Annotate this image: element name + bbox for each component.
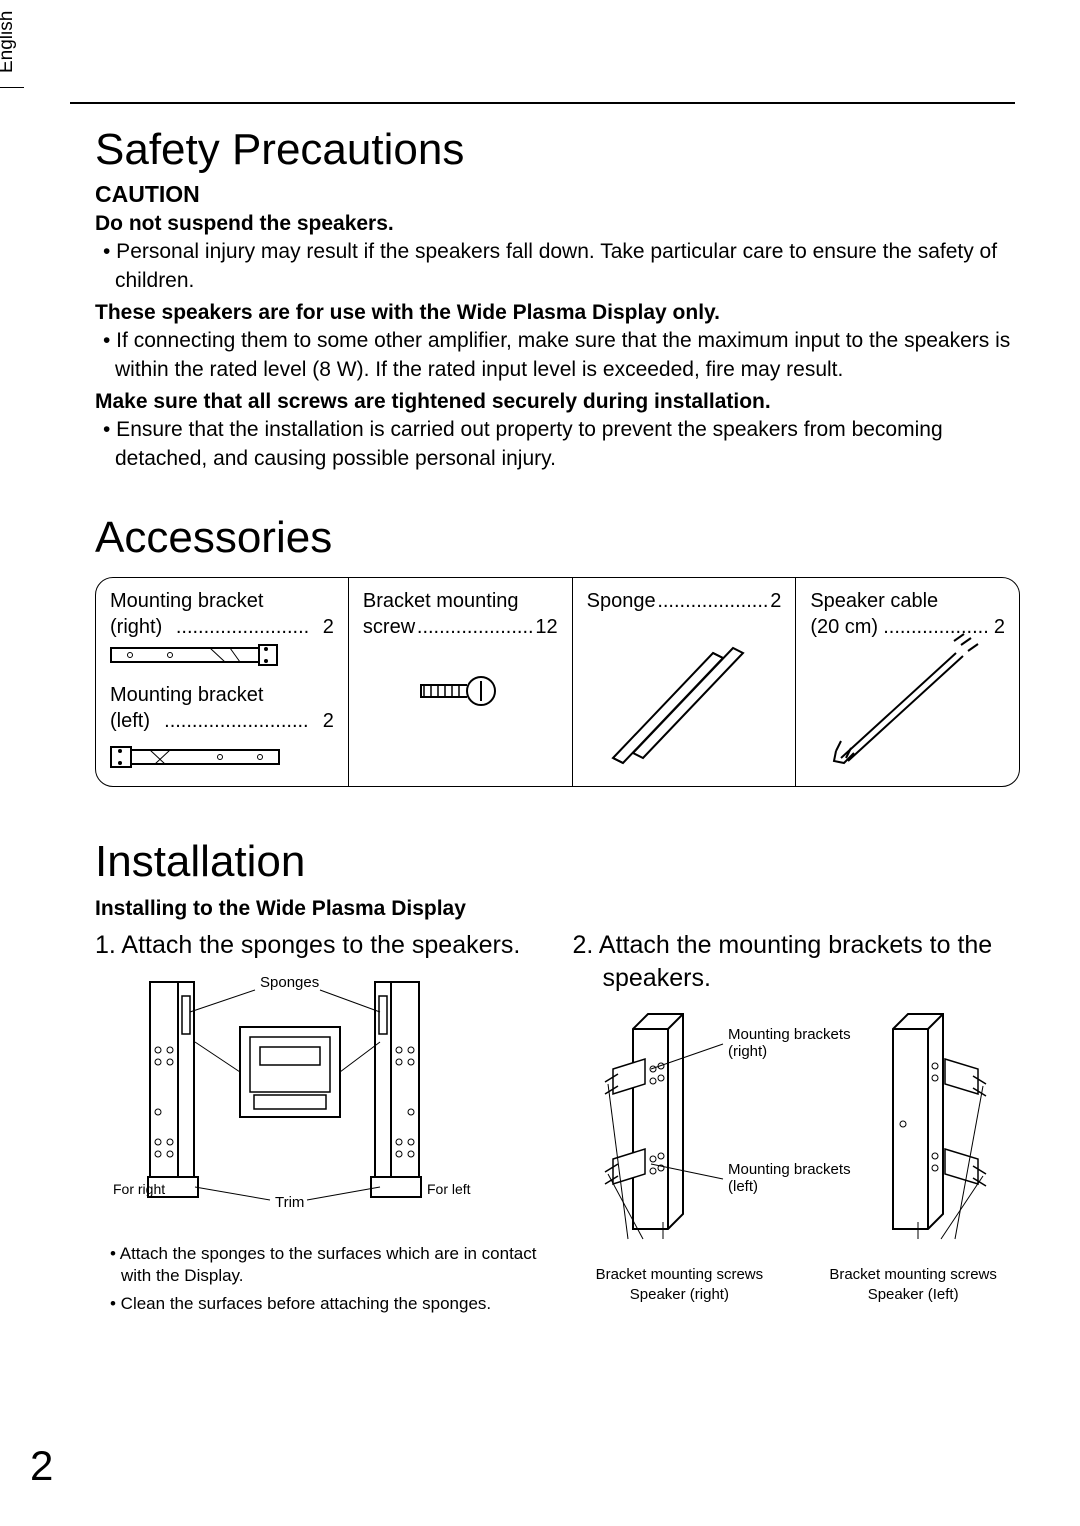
step1-note2: • Clean the surfaces before attaching th… (95, 1293, 543, 1315)
sponge-label: Sponge (587, 588, 656, 614)
warn1-body: • Personal injury may result if the spea… (95, 238, 1020, 295)
speaker-left-label: Speaker (Ieft) (806, 1285, 1020, 1305)
for-right-label: For right (113, 1181, 165, 1197)
acc-cell-sponge: Sponge .................... 2 (573, 578, 797, 786)
acc-cell-screws: Bracket mounting screw .................… (349, 578, 573, 786)
installation-section: Installation Installing to the Wide Plas… (95, 837, 1020, 1315)
bracket-right-qty: 2 (323, 614, 334, 640)
bracket-left-label: Mounting bracket (110, 684, 263, 706)
screw-sub: screw (363, 614, 415, 640)
accessories-box: Mounting bracket (right) ...............… (95, 577, 1020, 787)
screw-qty: 12 (535, 614, 557, 640)
page-number: 2 (30, 1442, 53, 1490)
caution-heading: CAUTION (95, 181, 1020, 208)
sponge-icon (603, 633, 758, 773)
step1-col: 1. Attach the sponges to the speakers. (95, 929, 543, 1315)
warn3-title: Make sure that all screws are tightened … (95, 388, 1020, 416)
safety-section: Safety Precautions CAUTION Do not suspen… (95, 125, 1020, 473)
bracket-left-qty: 2 (323, 708, 334, 734)
screw-icon (409, 673, 499, 709)
step2-col: 2. Attach the mounting brackets to the s… (573, 929, 1021, 1315)
screws-label-right: Bracket mounting screws (806, 1265, 1020, 1285)
acc-cell-cable: Speaker cable (20 cm) ..................… (796, 578, 1019, 786)
warn2-title: These speakers are for use with the Wide… (95, 299, 1020, 327)
screws-label-left: Bracket mounting screws (573, 1265, 787, 1285)
bracket-left-icon (110, 746, 280, 774)
installation-subtitle: Installing to the Wide Plasma Display (95, 897, 1020, 921)
bracket-right-sub: (right) (110, 614, 162, 640)
warn1-title: Do not suspend the speakers. (95, 210, 1020, 238)
installation-title: Installation (95, 837, 1020, 887)
accessories-section: Accessories Mounting bracket (right) ...… (95, 513, 1020, 787)
for-left-label: For left (427, 1181, 471, 1197)
accessories-title: Accessories (95, 513, 1020, 563)
sponge-qty: 2 (770, 588, 781, 614)
bracket-right-label: Mounting bracket (110, 590, 263, 612)
step1-diagram: For right For (95, 972, 505, 1232)
sponges-label: Sponges (260, 974, 319, 991)
step2-text: 2. Attach the mounting brackets to the s… (573, 929, 1021, 994)
top-divider (70, 102, 1015, 104)
bracket-right-icon (110, 644, 280, 672)
warn2-body: • If connecting them to some other ampli… (95, 327, 1020, 384)
speaker-right-label: Speaker (right) (573, 1285, 787, 1305)
trim-label: Trim (275, 1194, 304, 1211)
svg-text:(left): (left) (728, 1178, 758, 1195)
step2-diagram: Mounting brackets (right) Mounting brack… (573, 1004, 1013, 1264)
page-content: Safety Precautions CAUTION Do not suspen… (95, 125, 1020, 1315)
step1-note1: • Attach the sponges to the surfaces whi… (95, 1243, 543, 1287)
warn3-body: • Ensure that the installation is carrie… (95, 416, 1020, 473)
cable-icon (826, 633, 986, 773)
cable-qty: 2 (994, 614, 1005, 640)
cable-label: Speaker cable (810, 590, 938, 612)
svg-text:(right): (right) (728, 1043, 767, 1060)
svg-text:Mounting brackets: Mounting brackets (728, 1161, 851, 1178)
bracket-left-sub: (left) (110, 708, 150, 734)
step1-text: 1. Attach the sponges to the speakers. (95, 929, 543, 962)
language-tab: English (0, 0, 24, 88)
safety-title: Safety Precautions (95, 125, 1020, 175)
acc-cell-brackets: Mounting bracket (right) ...............… (96, 578, 349, 786)
screw-label: Bracket mounting (363, 590, 519, 612)
svg-text:Mounting brackets: Mounting brackets (728, 1026, 851, 1043)
